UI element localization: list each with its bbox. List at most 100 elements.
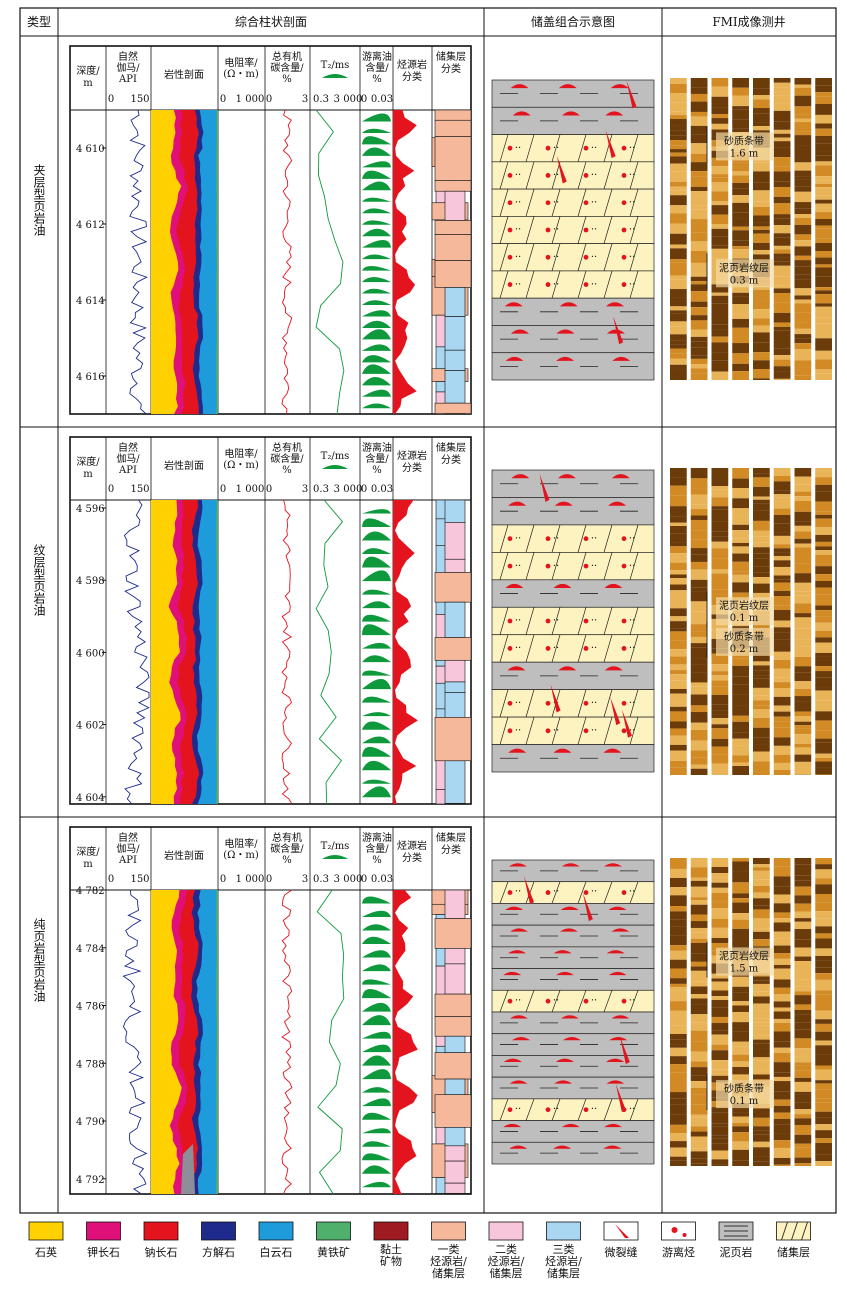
depth-label: 4 616 [76,372,105,383]
fmi-band [732,1001,749,1005]
t2-peak [362,404,391,409]
fmi-band [795,1147,812,1157]
fmi-band [795,106,812,115]
fmi-band [691,1041,708,1051]
free-hydrocarbon-dot [584,536,589,541]
fmi-band [774,912,791,918]
gr-header: API [118,465,137,476]
reservoir-dots: ·· [553,616,559,627]
res-scale-min: 0 [220,94,226,105]
fmi-band [753,243,770,250]
fmi-band [753,326,770,333]
fmi-band [795,115,812,119]
fmi-band [753,573,770,577]
fmi-band [712,215,729,224]
fmi-band [774,1001,791,1007]
fmi-band [691,256,708,263]
fmi-band [795,1135,812,1144]
fmi-band [670,869,687,878]
fmi-band [815,967,832,973]
fmi-band [712,747,729,755]
fmi-band [670,131,687,136]
res-class-block [445,890,465,919]
fmi-band [712,589,729,594]
t2-peak [362,1015,391,1025]
fmi-band [795,725,812,729]
fmi-band [753,744,770,751]
fmi-band [670,681,687,689]
fmi-band [753,761,770,771]
res-class-block [445,350,465,370]
fmi-band [815,961,832,968]
fmi-band [753,521,770,531]
fmi-band [753,1043,770,1049]
fmi-band [732,1047,749,1055]
type-label-2: 纹层型页岩油 [32,544,46,616]
fmi-band [795,696,812,702]
fmi-band [795,628,812,639]
fmi-band [795,613,812,617]
fmi-band [732,120,749,129]
fmi-band [753,162,770,171]
reservoir-dots: ·· [591,533,597,544]
fmi-band [774,360,791,367]
t2-peak [362,1032,391,1039]
fmi-band [753,250,770,254]
fmi-band [732,468,749,479]
fmi-band [691,741,708,751]
legend-swatch [29,1222,63,1240]
free-hydrocarbon-dot [508,701,513,706]
fmi-band [712,1030,729,1034]
fmi-band [712,893,729,901]
fmi-band [753,230,770,234]
t2-peak [362,377,391,385]
fmi-band [753,661,770,665]
fmi-band [795,192,812,202]
fmi-band [815,1155,832,1162]
reservoir-dots: ·· [515,197,521,208]
fmi-band [753,554,770,559]
fmi-band [753,343,770,352]
fmi-band [774,1106,791,1113]
fmi-band [815,678,832,687]
fmi-band [815,918,832,926]
fmi-band [815,1065,832,1069]
fmi-band [691,232,708,241]
fmi-band [774,182,791,187]
free-hydrocarbon-dot [584,282,589,287]
fmi-band [774,1081,791,1092]
res-header: (Ω・m) [223,460,259,471]
toc-header: 碳含量/ [270,842,304,855]
fmi-band [691,705,708,712]
fmi-band [691,554,708,562]
fmi-band [712,372,729,380]
fmi-band [753,1036,770,1040]
free-hydrocarbon-dot [622,255,627,260]
fmi-band [732,488,749,498]
reservoir-dots: ·· [515,252,521,263]
oil-header: 游离油 [362,831,392,844]
fmi-band [774,583,791,591]
fmi-band [774,881,791,887]
fmi-band [815,610,832,616]
fmi-band [670,736,687,745]
reservoir-dots: ·· [629,197,635,208]
fmi-band [774,330,791,340]
fmi-band [774,1133,791,1140]
fmi-band [774,96,791,104]
fmi-band [753,728,770,737]
fmi-band [691,143,708,153]
fmi-band [795,1038,812,1048]
fmi-band [753,378,770,380]
fmi-band [753,500,770,504]
fmi-band [732,695,749,705]
fmi-band [753,108,770,113]
fmi-band [774,682,791,688]
gr-header: 伽马/ [116,452,140,465]
fmi-band [732,858,749,861]
free-hydrocarbon-dot [622,173,627,178]
fmi-band [670,119,687,125]
legend-label: 烃源岩/ [545,1254,582,1268]
t2-peak [362,277,391,282]
t2-peak [362,1087,391,1093]
